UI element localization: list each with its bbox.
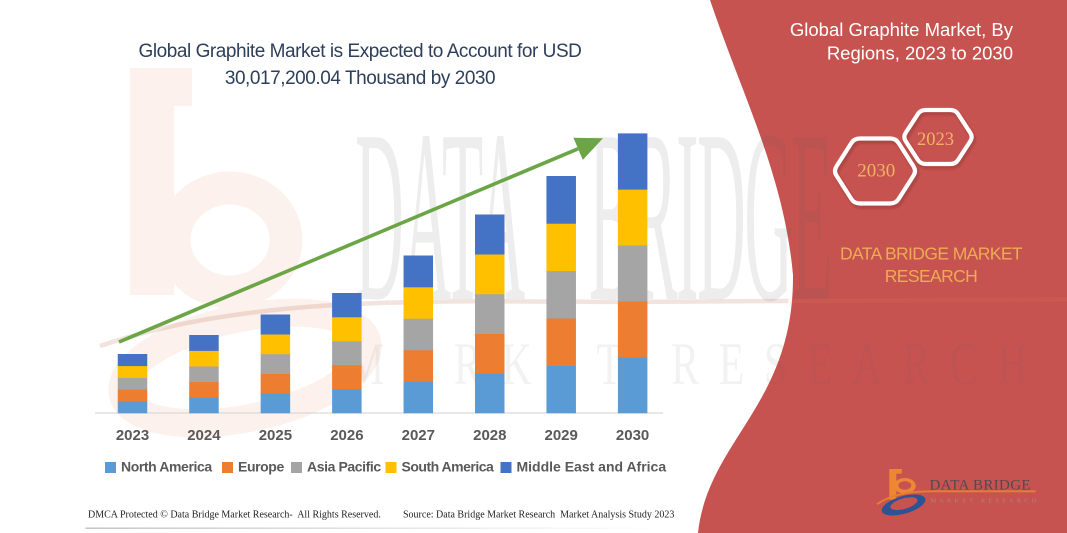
- svg-text:Europe: Europe: [238, 459, 284, 475]
- svg-text:DATA BRIDGE MARKET: DATA BRIDGE MARKET: [840, 244, 1023, 264]
- svg-text:2030: 2030: [616, 427, 649, 444]
- svg-text:2023: 2023: [116, 427, 149, 444]
- svg-text:2023: 2023: [917, 130, 954, 150]
- svg-text:2030: 2030: [857, 161, 895, 182]
- svg-text:DMCA Protected © Data Bridge M: DMCA Protected © Data Bridge Market Rese…: [88, 510, 381, 521]
- svg-text:MARKET RESEARCH: MARKET RESEARCH: [347, 332, 1047, 398]
- svg-text:North America: North America: [121, 459, 212, 475]
- svg-text:Source: Data Bridge Market Res: Source: Data Bridge Market Research Mark…: [403, 510, 674, 521]
- svg-text:MARKET RESEARCH: MARKET RESEARCH: [931, 498, 1040, 505]
- svg-text:Asia Pacific: Asia Pacific: [307, 459, 381, 475]
- svg-text:2025: 2025: [259, 427, 292, 444]
- svg-text:2027: 2027: [402, 427, 435, 444]
- svg-text:RESEARCH: RESEARCH: [885, 266, 977, 286]
- svg-text:Global Graphite Market, By: Global Graphite Market, By: [790, 19, 1014, 40]
- svg-text:DATA BRIDGE: DATA BRIDGE: [930, 477, 1031, 493]
- svg-text:Middle East and Africa: Middle East and Africa: [517, 459, 667, 475]
- svg-text:Regions, 2023 to 2030: Regions, 2023 to 2030: [827, 43, 1013, 64]
- svg-text:2024: 2024: [187, 427, 221, 444]
- svg-text:Global Graphite Market is Expe: Global Graphite Market is Expected to Ac…: [139, 41, 582, 62]
- svg-text:2026: 2026: [330, 427, 363, 444]
- svg-text:South America: South America: [402, 459, 494, 475]
- svg-text:2029: 2029: [545, 427, 578, 444]
- svg-text:30,017,200.04 Thousand by 2030: 30,017,200.04 Thousand by 2030: [225, 68, 495, 89]
- svg-text:2028: 2028: [473, 427, 506, 444]
